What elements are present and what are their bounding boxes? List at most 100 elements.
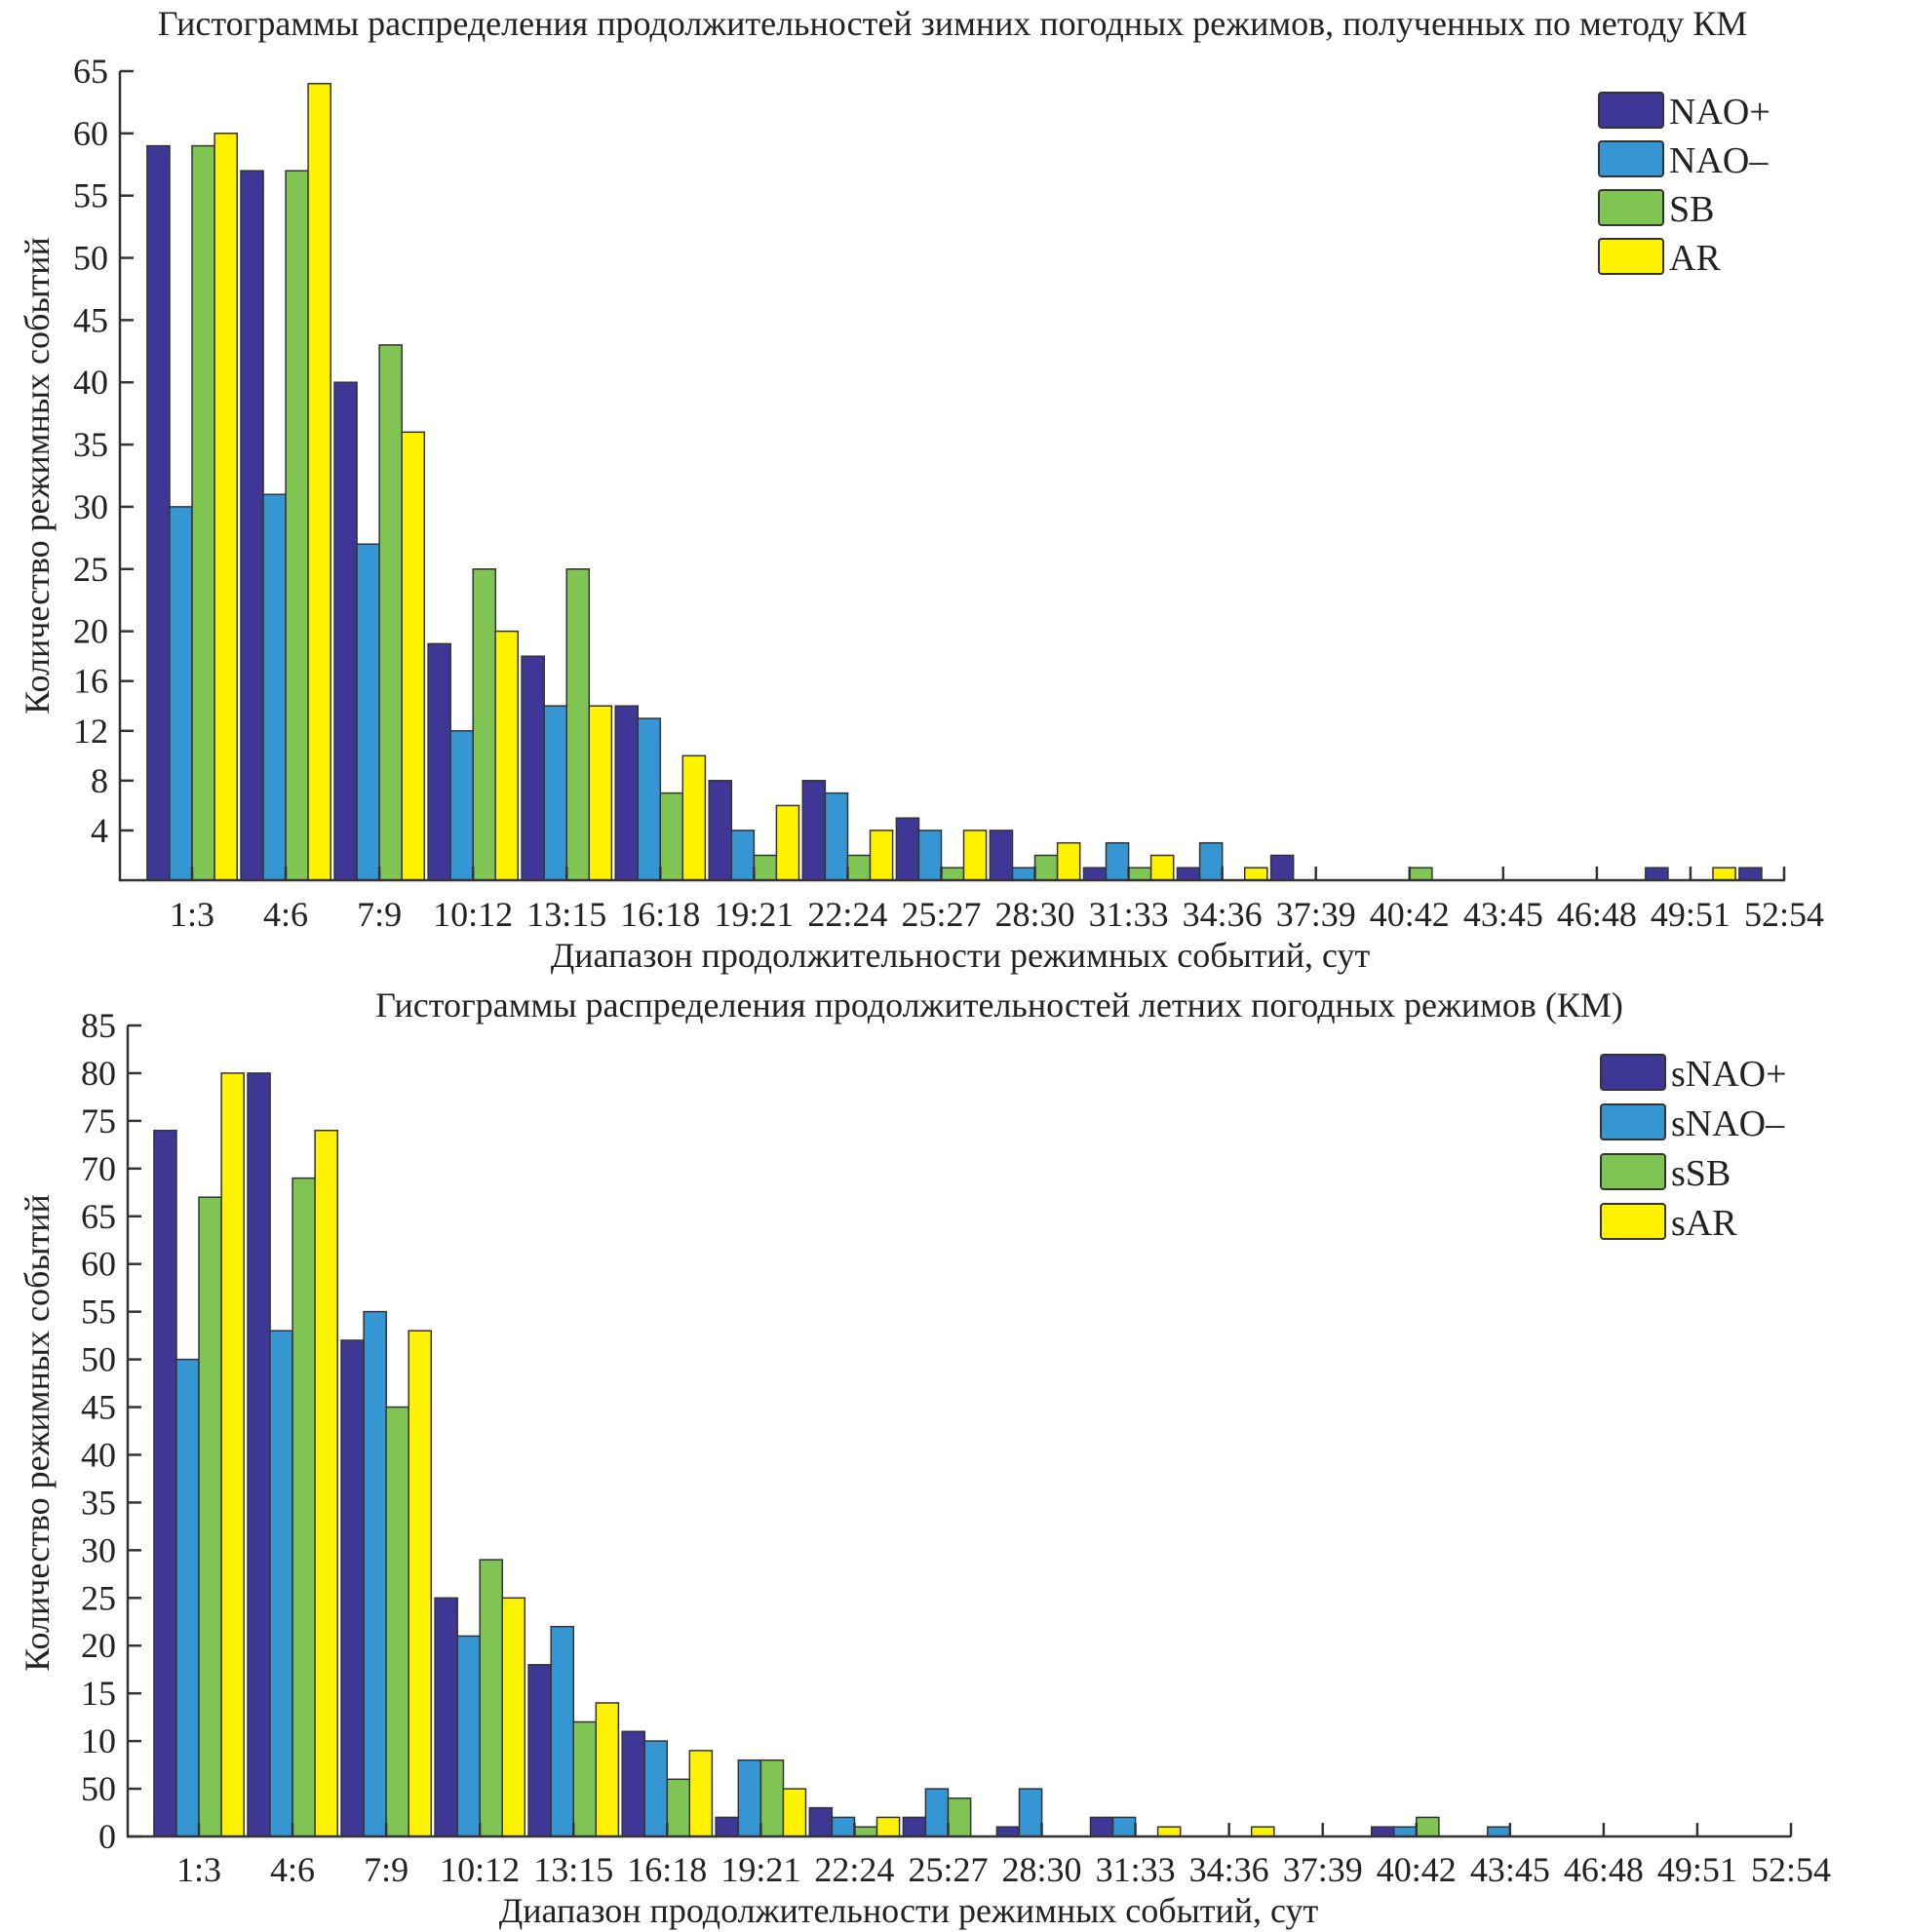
bar-snao-19-21 xyxy=(715,1816,740,1837)
x-tick-label: 34:36 xyxy=(1189,1850,1269,1889)
legend-swatch xyxy=(1598,92,1664,129)
y-tick-label: 45 xyxy=(73,300,108,339)
bar-ar-10-12 xyxy=(494,630,520,881)
legend-swatch xyxy=(1598,238,1664,275)
x-tick-label: 37:39 xyxy=(1276,895,1356,934)
bar-snao-16-18 xyxy=(643,1740,669,1837)
y-tick-label: 0 xyxy=(98,1817,116,1856)
x-tick-label: 25:27 xyxy=(908,1850,988,1889)
bar-nao-16-18 xyxy=(637,717,662,881)
legend-swatch xyxy=(1598,189,1664,226)
y-tick-label: 80 xyxy=(81,1054,116,1093)
x-tick-label: 52:54 xyxy=(1744,895,1824,934)
y-tick-label: 10 xyxy=(81,1721,116,1760)
x-tick-label: 31:33 xyxy=(1089,895,1169,934)
bar-nao-7-9 xyxy=(356,543,380,881)
bar-snao-10-12 xyxy=(434,1597,458,1837)
y-tick-label: 60 xyxy=(81,1245,116,1284)
x-tick-label: 40:42 xyxy=(1377,1850,1457,1889)
bar-ssb-40-42 xyxy=(1416,1816,1440,1837)
y-tick-label: 65 xyxy=(73,52,108,91)
y-tick-label: 25 xyxy=(73,550,108,589)
legend-swatch xyxy=(1598,140,1664,177)
bar-ar-22-24 xyxy=(869,830,894,881)
x-tick-label: 52:54 xyxy=(1751,1850,1831,1889)
x-tick-label: 4:6 xyxy=(263,895,308,934)
bar-snao-28-30 xyxy=(995,1826,1021,1837)
bar-ar-13-15 xyxy=(588,705,613,881)
bar-ar-1-3 xyxy=(214,133,238,881)
axis-frame xyxy=(118,71,1785,882)
legend-swatch xyxy=(1600,1103,1666,1140)
y-tick-label: 15 xyxy=(81,1674,116,1713)
x-tick-label: 49:51 xyxy=(1651,895,1731,934)
y-tick-label: 75 xyxy=(81,1101,116,1140)
bar-nao-19-21 xyxy=(708,780,733,881)
bar-snao-40-42 xyxy=(1370,1826,1395,1837)
bar-nao-52-54 xyxy=(1738,867,1763,881)
x-tick-label: 22:24 xyxy=(814,1850,894,1889)
winter-chart: Гистограммы распределения продолжительно… xyxy=(18,4,1824,975)
bar-sb-16-18 xyxy=(659,792,684,881)
bar-ssb-22-24 xyxy=(853,1826,878,1837)
bar-sb-22-24 xyxy=(846,854,872,881)
legend-swatch xyxy=(1600,1054,1666,1091)
x-tick-label: 37:39 xyxy=(1283,1850,1363,1889)
bar-sb-31-33 xyxy=(1127,867,1152,881)
bar-nao-49-51 xyxy=(1645,867,1669,881)
bar-sb-7-9 xyxy=(378,344,403,881)
bar-ar-25-27 xyxy=(962,830,988,881)
y-tick-label: 30 xyxy=(73,487,108,526)
x-tick-label: 28:30 xyxy=(995,895,1075,934)
legend-label: sAR xyxy=(1671,1203,1737,1244)
legend: sNAO+ sNAO– sSB sAR xyxy=(1600,1054,1787,1244)
bar-sar-34-36 xyxy=(1250,1826,1275,1837)
x-tick-label: 40:42 xyxy=(1370,895,1450,934)
bar-snao-19-21 xyxy=(737,1758,762,1837)
bar-nao-34-36 xyxy=(1176,867,1201,881)
y-tick-label: 60 xyxy=(73,114,108,153)
x-tick-label: 7:9 xyxy=(357,895,402,934)
axes-group: 1:3 4:6 7:9 10:12 13:15 16:18 19:21 22:24 25:27 2… xyxy=(81,1006,1831,1889)
bar-sb-40-42 xyxy=(1409,867,1433,881)
x-tick-label: 10:12 xyxy=(433,895,513,934)
y-tick-label: 16 xyxy=(73,662,108,701)
bar-nao-37-39 xyxy=(1269,854,1295,881)
legend-label: NAO+ xyxy=(1669,92,1770,133)
y-tick-label: 45 xyxy=(81,1388,116,1427)
bar-nao-1-3 xyxy=(146,144,171,881)
bar-snao-1-3 xyxy=(153,1129,177,1837)
bar-nao-4-6 xyxy=(262,493,287,881)
bar-ssb-10-12 xyxy=(479,1559,504,1837)
bar-nao-28-30 xyxy=(1011,867,1036,881)
x-tick-label: 10:12 xyxy=(440,1850,520,1889)
bar-sar-19-21 xyxy=(782,1788,807,1837)
bar-snao-31-33 xyxy=(1111,1816,1137,1837)
x-axis-label: Диапазон продолжительности режимных собы… xyxy=(499,1891,1319,1930)
y-tick-label: 35 xyxy=(73,425,108,464)
bar-ar-34-36 xyxy=(1243,867,1268,881)
bar-snao-7-9 xyxy=(363,1310,387,1837)
bar-ssb-13-15 xyxy=(572,1720,598,1837)
y-tick-label: 20 xyxy=(81,1626,116,1665)
bar-nao-13-15 xyxy=(543,705,568,881)
bar-ssb-16-18 xyxy=(666,1778,691,1837)
x-tick-label: 46:48 xyxy=(1557,895,1637,934)
y-tick-label: 40 xyxy=(81,1435,116,1474)
legend: NAO+ NAO– SB AR xyxy=(1598,92,1770,279)
bar-sar-13-15 xyxy=(595,1702,620,1837)
bar-snao-13-15 xyxy=(527,1664,552,1837)
x-tick-label: 43:45 xyxy=(1470,1850,1550,1889)
bar-sar-10-12 xyxy=(501,1597,526,1837)
bar-sar-7-9 xyxy=(408,1330,433,1837)
x-tick-label: 16:18 xyxy=(627,1850,707,1889)
y-axis-label: Количество режимных событий xyxy=(18,237,57,715)
bar-snao-22-24 xyxy=(808,1806,834,1837)
bar-snao-25-27 xyxy=(902,1816,927,1837)
bar-ar-28-30 xyxy=(1056,841,1081,881)
x-tick-label: 13:15 xyxy=(526,895,606,934)
bar-ar-31-33 xyxy=(1149,854,1175,881)
y-tick-label: 35 xyxy=(81,1483,116,1522)
x-tick-label: 31:33 xyxy=(1096,1850,1176,1889)
bar-ar-19-21 xyxy=(775,804,800,881)
